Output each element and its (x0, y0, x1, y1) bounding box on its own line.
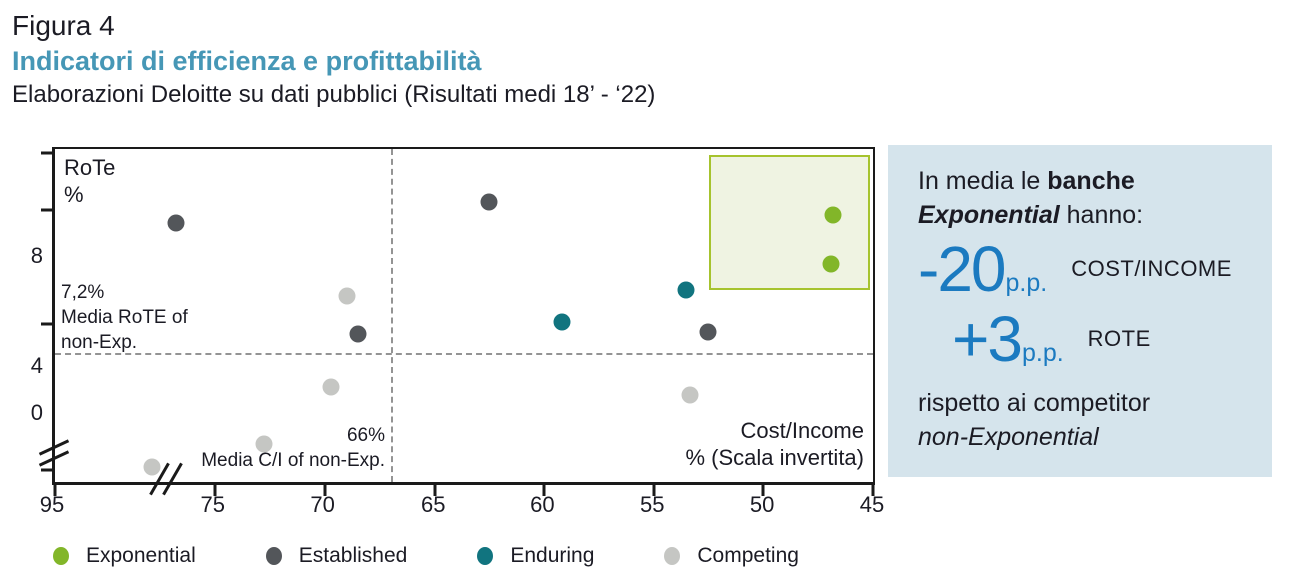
data-point-enduring (677, 281, 695, 299)
y-axis-title-line1: RoTe (64, 155, 116, 180)
callout-intro-rest: hanno: (1059, 201, 1144, 229)
legend-swatch (265, 547, 282, 565)
y-tick-label: 0 (30, 400, 43, 426)
y-axis-tick (41, 151, 52, 155)
x-tick-label: 70 (310, 492, 335, 517)
metric-rote-label: ROTE (1087, 326, 1151, 351)
data-point-competing (322, 378, 340, 396)
figure-title: Indicatori di efficienza e profittabilit… (12, 46, 482, 76)
cost-income-average-note: 66% Media C/I of non-Exp. (55, 423, 385, 473)
plot-area: RoTe % 7,2% Media RoTE of non-Exp. 66% M… (31, 147, 875, 496)
metric-rote-unit: p.p. (1021, 339, 1064, 367)
y-axis-break-icon (38, 439, 70, 468)
legend-label: Competing (697, 544, 799, 567)
y-axis-title: RoTe % (64, 154, 115, 208)
x-axis-tick (761, 485, 765, 496)
y-tick-label: 4 (30, 352, 43, 378)
data-point-enduring (553, 313, 571, 331)
callout-intro-line2: Exponential hanno: (918, 198, 1252, 232)
metric-cost-income-unit: p.p. (1005, 269, 1048, 297)
legend-swatch (477, 547, 494, 565)
callout-outro-line1: rispetto ai competitor (918, 389, 1151, 417)
y-axis-title-line2: % (64, 182, 84, 207)
legend-item-exponential: Exponential (53, 544, 196, 568)
callout-intro-bold: banche (1047, 167, 1135, 195)
x-axis-tick (652, 485, 656, 496)
x-axis-title-line2: % (Scala invertita) (685, 445, 864, 470)
metric-cost-income: -20 p.p. COST/INCOME (918, 234, 1252, 304)
x-tick-label: 55 (639, 492, 665, 517)
rote-average-value: 7,2% (61, 282, 105, 303)
x-axis-tick (542, 485, 546, 496)
figure-subtitle: Elaborazioni Deloitte su dati pubblici (… (12, 81, 656, 108)
data-point-competing (255, 435, 273, 453)
metric-cost-income-label: COST/INCOME (1071, 256, 1232, 281)
figure-header: Figura 4 Indicatori di efficienza e prof… (12, 8, 655, 110)
x-tick-label: 50 (749, 492, 775, 517)
callout-outro-line2: non-Exponential (918, 420, 1252, 454)
legend-label: Established (298, 544, 408, 567)
data-point-competing (338, 287, 356, 305)
metric-rote-value: +3 (952, 303, 1023, 375)
cost-income-average-value: 66% (346, 425, 385, 446)
data-point-exponential (822, 255, 840, 273)
chart-legend: Exponential Established Enduring Competing (53, 544, 799, 568)
callout-non-exponential-word: non-Exponential (918, 423, 1099, 451)
data-point-established (699, 323, 717, 341)
metric-cost-income-value: -20 (918, 233, 1006, 305)
x-axis-title-line1: Cost/Income (740, 418, 865, 443)
legend-item-established: Established (265, 544, 408, 568)
y-axis-tick (41, 468, 52, 472)
x-axis-tick (213, 485, 217, 496)
callout-intro-line1: In media le banche (918, 164, 1252, 198)
x-axis-tick (871, 485, 875, 496)
callout-intro-text: In media le (918, 167, 1048, 195)
data-point-competing (681, 386, 699, 404)
rote-average-refline (55, 352, 873, 355)
x-tick-label: 60 (530, 492, 555, 517)
x-axis-labels: 95 75 70 65 60 55 50 45 (40, 492, 884, 522)
exponential-highlight-box (709, 154, 871, 291)
data-point-established (480, 193, 498, 211)
rote-average-caption-line2: non-Exp. (61, 332, 138, 353)
x-axis-tick (433, 485, 437, 496)
legend-item-competing: Competing (664, 544, 799, 568)
rote-average-note: 7,2% Media RoTE of non-Exp. (61, 280, 188, 355)
x-tick-label: 75 (200, 492, 225, 517)
legend-swatch (664, 547, 681, 565)
legend-label: Exponential (86, 544, 196, 567)
legend-label: Enduring (510, 544, 595, 567)
x-axis-tick (53, 485, 57, 496)
callout-panel: In media le banche Exponential hanno: -2… (888, 145, 1272, 477)
figure-label: Figura 4 (12, 10, 115, 41)
data-point-competing (143, 458, 161, 476)
cost-income-average-caption: Media C/I of non-Exp. (201, 450, 385, 471)
rote-average-caption-line1: Media RoTE of (61, 307, 188, 328)
callout-exponential-word: Exponential (918, 201, 1060, 229)
legend-swatch (53, 547, 69, 565)
data-point-established (349, 325, 367, 343)
legend-item-enduring: Enduring (477, 544, 594, 568)
x-axis-break-icon (149, 461, 183, 501)
y-axis-tick (41, 322, 52, 326)
y-axis-tick (41, 208, 52, 212)
x-axis-tick (323, 485, 327, 496)
cost-income-average-refline (391, 149, 394, 482)
x-axis-title: Cost/Income % (Scala invertita) (685, 417, 864, 471)
data-point-established (167, 214, 185, 232)
data-point-exponential (824, 206, 842, 224)
x-tick-label: 65 (421, 492, 446, 517)
y-tick-label: 8 (30, 243, 43, 269)
metric-rote: +3 p.p. ROTE (952, 304, 1252, 374)
x-tick-label: 45 (859, 492, 885, 517)
x-tick-label: 95 (39, 492, 65, 517)
